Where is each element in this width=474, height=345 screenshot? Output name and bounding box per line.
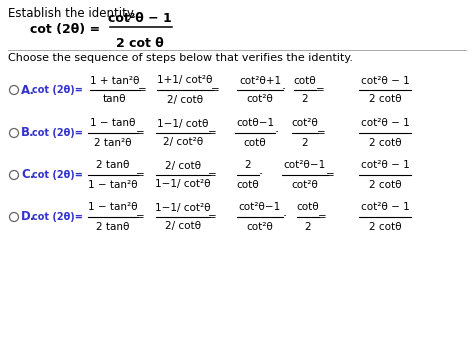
Text: B.: B. [21,127,35,139]
Text: =: = [137,85,146,95]
Text: Establish the identity.: Establish the identity. [8,7,136,20]
Text: 2 cotθ: 2 cotθ [369,179,401,189]
Text: cot²θ: cot²θ [246,95,273,105]
Text: =: = [210,85,219,95]
Text: 1−1/ cot²θ: 1−1/ cot²θ [155,203,211,213]
Text: cot²θ − 1: cot²θ − 1 [108,12,172,25]
Text: 2 cot θ: 2 cot θ [116,37,164,50]
Text: 2 cotθ: 2 cotθ [369,95,401,105]
Text: cot (2θ) =: cot (2θ) = [30,23,100,37]
Text: 2: 2 [245,160,251,170]
Text: 2 cotθ: 2 cotθ [369,138,401,148]
Text: A.: A. [21,83,35,97]
Text: 2 tanθ: 2 tanθ [96,160,130,170]
Text: cot (2θ)=: cot (2θ)= [32,85,83,95]
Text: 2/ cot²θ: 2/ cot²θ [163,138,203,148]
Text: Choose the sequence of steps below that verifies the identity.: Choose the sequence of steps below that … [8,53,353,63]
Text: ·: · [259,168,263,181]
Text: 1 + tan²θ: 1 + tan²θ [90,76,140,86]
Text: 2 tan²θ: 2 tan²θ [94,138,132,148]
Text: cot²θ+1: cot²θ+1 [239,76,281,86]
Text: ·: · [275,127,279,139]
Text: ·: · [282,83,286,97]
Text: cot²θ − 1: cot²θ − 1 [361,76,410,86]
Text: 1 − tanθ: 1 − tanθ [90,118,136,128]
Text: =: = [136,212,145,222]
Text: cot (2θ)=: cot (2θ)= [32,212,83,222]
Text: 2: 2 [301,138,308,148]
Text: 2/ cotθ: 2/ cotθ [165,160,201,170]
Text: 1−1/ cot²θ: 1−1/ cot²θ [155,179,211,189]
Text: 2: 2 [305,221,311,231]
Text: cot²θ: cot²θ [292,118,319,128]
Text: =: = [316,85,324,95]
Text: 2 tanθ: 2 tanθ [96,221,130,231]
Text: cot²θ − 1: cot²θ − 1 [361,160,410,170]
Text: =: = [208,128,216,138]
Text: 2/ cotθ: 2/ cotθ [167,95,203,105]
Text: 1+1/ cot²θ: 1+1/ cot²θ [157,76,213,86]
Text: =: = [208,170,216,180]
Text: cotθ: cotθ [297,203,319,213]
Text: cot²θ − 1: cot²θ − 1 [361,118,410,128]
Text: cotθ: cotθ [237,179,259,189]
Text: =: = [136,170,145,180]
Text: D.: D. [21,210,36,224]
Text: C.: C. [21,168,35,181]
Text: cot²θ−1: cot²θ−1 [239,203,281,213]
Text: ·: · [283,210,287,224]
Text: cot²θ: cot²θ [292,179,319,189]
Text: cotθ: cotθ [244,138,266,148]
Text: 2: 2 [301,95,308,105]
Text: 2/ cotθ: 2/ cotθ [165,221,201,231]
Text: cot (2θ)=: cot (2θ)= [32,170,83,180]
Text: tanθ: tanθ [103,95,127,105]
Text: cot (2θ)=: cot (2θ)= [32,128,83,138]
Text: 1 − tan²θ: 1 − tan²θ [88,179,138,189]
Text: =: = [326,170,334,180]
Text: 2 cotθ: 2 cotθ [369,221,401,231]
Text: 1−1/ cotθ: 1−1/ cotθ [157,118,209,128]
Text: cot²θ − 1: cot²θ − 1 [361,203,410,213]
Text: 1 − tan²θ: 1 − tan²θ [88,203,138,213]
Text: cot²θ: cot²θ [246,221,273,231]
Text: =: = [317,128,325,138]
Text: =: = [208,212,216,222]
Text: cotθ: cotθ [293,76,316,86]
Text: cot²θ−1: cot²θ−1 [284,160,326,170]
Text: cotθ−1: cotθ−1 [236,118,274,128]
Text: =: = [136,128,145,138]
Text: =: = [318,212,327,222]
